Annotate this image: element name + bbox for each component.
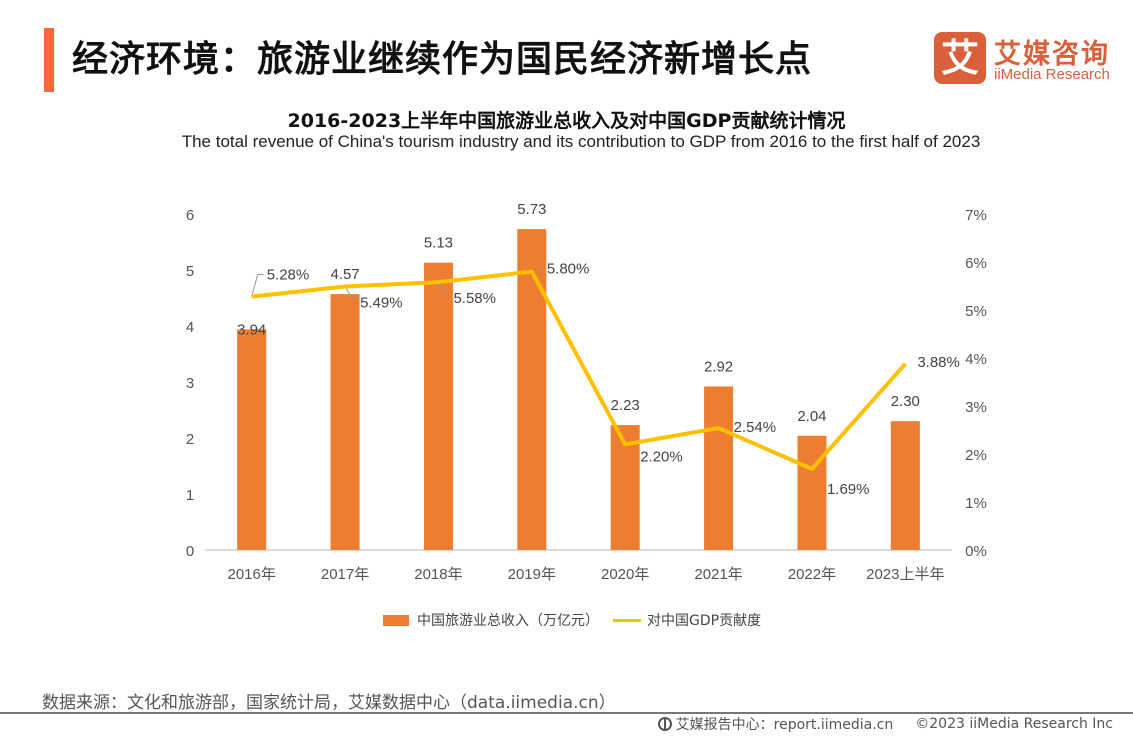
legend-bar-label: 中国旅游业总收入（万亿元） xyxy=(417,613,599,629)
copyright: ©2023 iiMedia Research Inc xyxy=(915,716,1113,732)
gdp-line-label: 5.58% xyxy=(453,290,496,307)
y-right-tick-label: 7% xyxy=(965,207,987,224)
label-leader-line xyxy=(438,281,451,295)
x-tick-label: 2020年 xyxy=(601,566,649,583)
revenue-bar xyxy=(704,386,734,550)
y-right-tick-label: 3% xyxy=(965,399,987,416)
chart-title: 2016-2023上半年中国旅游业总收入及对中国GDP贡献统计情况 xyxy=(287,110,846,132)
bar-data-labels: 3.94 4.57 5.13 5.73 2.23 2.92 2.04 2.30 xyxy=(237,201,920,425)
legend-line-label: 对中国GDP贡献度 xyxy=(647,613,762,629)
bar-series xyxy=(237,229,920,550)
y-right-tick-label: 5% xyxy=(965,303,987,320)
chart-legend: 中国旅游业总收入（万亿元） 对中国GDP贡献度 xyxy=(383,610,761,630)
page-title: 经济环境：旅游业继续作为国民经济新增长点 xyxy=(72,39,813,80)
logo-en-text: iiMedia Research xyxy=(994,66,1110,83)
y-right-tick-label: 4% xyxy=(965,351,987,368)
legend-line-swatch xyxy=(613,618,641,622)
gdp-line-label: 5.28% xyxy=(267,267,310,284)
y-right-tick-label: 6% xyxy=(965,255,987,272)
gdp-line-label: 2.20% xyxy=(640,448,683,465)
y-left-tick-label: 6 xyxy=(186,207,194,224)
label-leader-line xyxy=(344,286,358,299)
line-data-labels: 5.28% 5.49% 5.58% 5.80% 2.20% 2.54% 1.69% 3.88% xyxy=(251,261,960,498)
revenue-bar-label: 5.13 xyxy=(424,235,453,252)
revenue-bar xyxy=(517,229,547,550)
chart-subtitle: The total revenue of China's tourism ind… xyxy=(181,132,981,151)
line-label-leaders xyxy=(251,271,544,299)
y-left-tick-label: 1 xyxy=(186,487,194,504)
logo-cn-text: 艾媒咨询 xyxy=(994,39,1110,70)
legend-bar-swatch xyxy=(383,614,409,626)
y-left-tick-label: 0 xyxy=(186,543,194,560)
revenue-bar-label: 2.30 xyxy=(891,393,920,410)
y-right-tick-label: 0% xyxy=(965,543,987,560)
revenue-bar-label: 2.04 xyxy=(797,408,826,425)
x-tick-label: 2018年 xyxy=(414,566,462,583)
x-tick-label: 2017年 xyxy=(321,566,369,583)
y-axis-left: 0 1 2 3 4 5 6 xyxy=(186,207,194,560)
revenue-bar xyxy=(237,329,267,550)
footer-divider xyxy=(0,712,1133,714)
revenue-bar xyxy=(797,435,827,550)
logo-icon: 艾 xyxy=(934,32,986,84)
gdp-line-label: 5.80% xyxy=(547,261,590,278)
y-left-tick-label: 5 xyxy=(186,263,194,280)
revenue-bar xyxy=(330,294,360,550)
revenue-bar-label: 2.92 xyxy=(704,358,733,375)
revenue-bar xyxy=(423,262,453,550)
gdp-line-label: 5.49% xyxy=(360,294,403,311)
x-tick-label: 2023上半年 xyxy=(866,566,944,583)
y-right-tick-label: 1% xyxy=(965,495,987,512)
label-leader-line xyxy=(251,274,264,297)
revenue-bar-label: 3.94 xyxy=(237,321,266,338)
title-accent-bar xyxy=(44,28,54,92)
revenue-bar-label: 5.73 xyxy=(517,201,546,218)
revenue-bar xyxy=(890,421,920,550)
gdp-contribution-line xyxy=(251,269,907,471)
x-tick-label: 2019年 xyxy=(508,566,556,583)
x-tick-label: 2022年 xyxy=(788,566,836,583)
gdp-line-label: 2.54% xyxy=(734,419,777,436)
revenue-bar-label: 2.23 xyxy=(611,397,640,414)
y-right-tick-label: 2% xyxy=(965,447,987,464)
x-tick-label: 2021年 xyxy=(694,566,742,583)
x-tick-label: 2016年 xyxy=(228,566,276,583)
report-center-link[interactable]: 艾媒报告中心：report.iimedia.cn xyxy=(675,717,894,733)
gdp-line-label: 3.88% xyxy=(917,354,960,371)
x-axis: 2016年 2017年 2018年 2019年 2020年 2021年 2022年 2023上… xyxy=(228,566,945,583)
iimedia-logo: 艾 艾媒咨询 iiMedia Research xyxy=(934,32,1124,86)
data-source: 数据来源：文化和旅游部，国家统计局，艾媒数据中心（data.iimedia.cn… xyxy=(42,693,616,713)
gdp-line-label: 1.69% xyxy=(827,481,870,498)
y-left-tick-label: 2 xyxy=(186,431,194,448)
footer: 艾媒报告中心：report.iimedia.cn ©2023 iiMedia R… xyxy=(657,714,1113,734)
y-left-tick-label: 3 xyxy=(186,375,194,392)
y-axis-right: 0% 1% 2% 3% 4% 5% 6% 7% xyxy=(965,207,987,560)
revenue-bar-label: 4.57 xyxy=(330,266,359,283)
y-left-tick-label: 4 xyxy=(186,319,194,336)
globe-icon xyxy=(657,717,672,731)
